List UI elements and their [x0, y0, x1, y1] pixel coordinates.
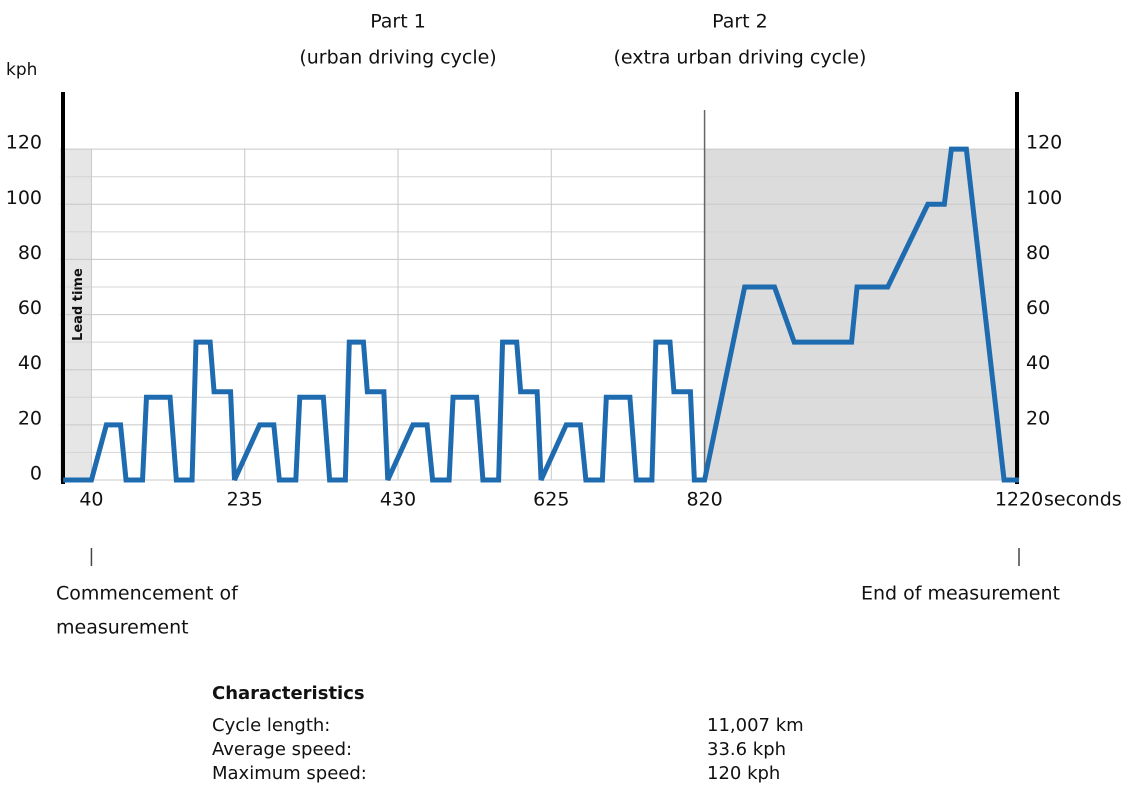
characteristic-value: 120 kph [707, 763, 780, 784]
x-tick-label: 820 [686, 489, 722, 511]
y-tick-label: 60 [18, 297, 42, 319]
x-unit: seconds [1044, 489, 1122, 511]
y2-tick-label: 120 [1026, 132, 1062, 154]
y-tick-label: 20 [18, 407, 42, 429]
y-tick-label: 40 [18, 352, 42, 374]
marker-label: measurement [56, 617, 189, 639]
y2-tick-label: 60 [1026, 297, 1050, 319]
speed-line [63, 146, 1019, 483]
y2-tick-label: 80 [1026, 242, 1050, 264]
characteristic-name: Maximum speed: [212, 763, 367, 784]
part-heading: (extra urban driving cycle) [613, 47, 866, 69]
characteristics-title: Characteristics [212, 683, 365, 704]
marker-label: Commencement of [56, 583, 239, 605]
y2-tick-label: 40 [1026, 352, 1050, 374]
characteristic-value: 11,007 km [707, 715, 804, 736]
y-unit: kph [6, 60, 37, 80]
y2-tick-label: 20 [1026, 407, 1050, 429]
x-tick-label: 40 [79, 489, 103, 511]
y-tick-label: 100 [6, 187, 42, 209]
x-tick-label: 235 [227, 489, 263, 511]
x-tick-label: 1220 [995, 489, 1043, 511]
part-heading: Part 1 [370, 11, 426, 33]
x-tick-label: 625 [533, 489, 569, 511]
y-tick-label: 0 [30, 463, 42, 485]
marker-label: End of measurement [861, 583, 1060, 605]
y2-tick-label: 100 [1026, 187, 1062, 209]
characteristic-name: Average speed: [212, 739, 352, 760]
x-tick-label: 430 [380, 489, 416, 511]
characteristic-name: Cycle length: [212, 715, 330, 736]
y-tick-label: 120 [6, 132, 42, 154]
part-heading: Part 2 [712, 11, 768, 33]
characteristic-value: 33.6 kph [707, 739, 786, 760]
region-label: Lead time [71, 268, 86, 341]
part-heading: (urban driving cycle) [299, 47, 496, 69]
y-tick-label: 80 [18, 242, 42, 264]
